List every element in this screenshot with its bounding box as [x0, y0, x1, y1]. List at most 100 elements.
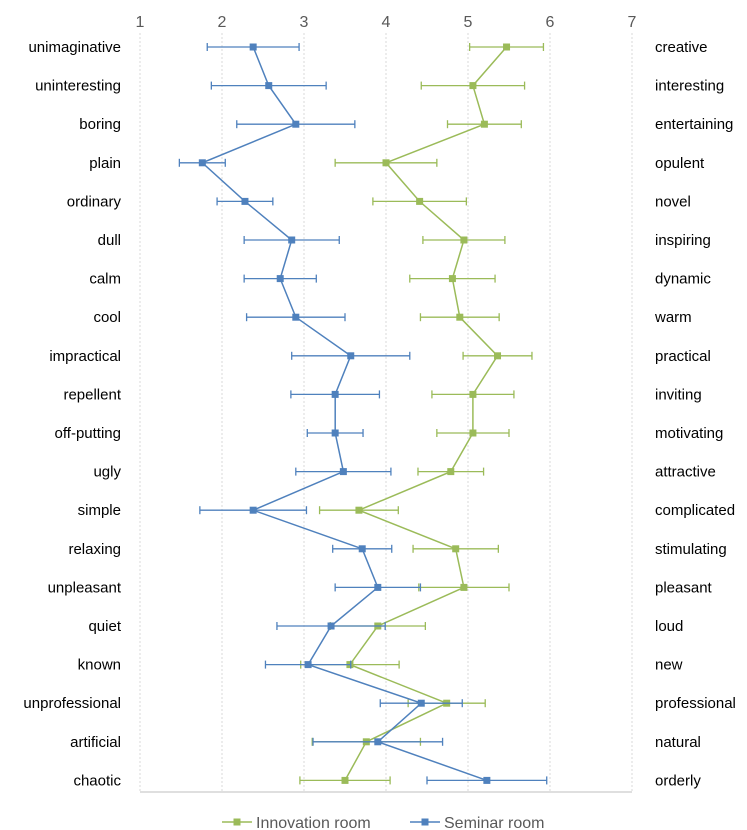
innovation-room-point	[355, 506, 363, 514]
right-label: attractive	[655, 464, 716, 481]
right-label: motivating	[655, 425, 723, 442]
seminar-room-point	[347, 352, 355, 360]
seminar-room-point	[374, 738, 382, 746]
left-label: calm	[89, 271, 121, 288]
x-tick-label: 2	[218, 14, 227, 31]
right-label: novel	[655, 193, 691, 210]
x-axis-ticks: 1 2 3 4 5 6 7	[136, 14, 637, 31]
innovation-room-point	[494, 352, 502, 360]
legend-marker	[233, 818, 241, 826]
innovation-room-point	[460, 583, 468, 591]
left-label: uninteresting	[35, 78, 121, 95]
innovation-room-point	[448, 275, 456, 283]
left-label: chaotic	[73, 772, 121, 789]
innovation-room-line	[344, 46, 508, 781]
right-label: orderly	[655, 772, 701, 789]
left-label: cool	[93, 309, 121, 326]
seminar-room-point	[276, 275, 284, 283]
left-label: artificial	[70, 734, 121, 751]
seminar-room-point	[331, 429, 339, 437]
left-label: known	[78, 657, 121, 674]
legend-label: Innovation room	[256, 815, 371, 830]
seminar-room-point	[249, 43, 257, 51]
legend-item-innovation-room: Innovation room	[222, 815, 371, 830]
innovation-room-point	[503, 43, 511, 51]
series-innovation-room	[299, 43, 545, 785]
seminar-room-point	[198, 159, 206, 167]
x-tick-label: 6	[546, 14, 555, 31]
seminar-room-point	[288, 236, 296, 244]
seminar-room-point	[331, 390, 339, 398]
right-label: opulent	[655, 155, 705, 172]
left-label: repellent	[63, 386, 121, 403]
innovation-room-point	[460, 236, 468, 244]
right-label: warm	[654, 309, 692, 326]
innovation-room-point	[382, 159, 390, 167]
right-label: natural	[655, 734, 701, 751]
left-adjective-labels: unimaginative uninteresting boring plain ord…	[23, 39, 121, 789]
left-label: quiet	[88, 618, 121, 635]
left-label: off-putting	[55, 425, 121, 442]
x-tick-label: 5	[464, 14, 473, 31]
left-label: relaxing	[68, 541, 121, 558]
innovation-room-point	[447, 468, 455, 476]
seminar-room-point	[304, 661, 312, 669]
seminar-room-point	[241, 197, 249, 205]
right-label: pleasant	[655, 579, 713, 596]
left-label: dull	[98, 232, 121, 249]
series-seminar-room	[178, 43, 548, 785]
right-label: practical	[655, 348, 711, 365]
innovation-room-point	[469, 390, 477, 398]
x-tick-label: 4	[382, 14, 391, 31]
right-adjective-labels: creative interesting entertaining opulent no…	[654, 39, 736, 789]
right-label: inviting	[655, 386, 702, 403]
right-label: creative	[655, 39, 708, 56]
innovation-room-point	[469, 82, 477, 90]
left-label: unprofessional	[23, 695, 121, 712]
innovation-room-point	[416, 197, 424, 205]
seminar-room-point	[292, 313, 300, 321]
right-label: professional	[655, 695, 736, 712]
seminar-room-line	[200, 46, 488, 782]
left-label: simple	[78, 502, 121, 519]
legend: Innovation room Seminar room	[222, 815, 544, 830]
seminar-room-point	[358, 545, 366, 553]
right-label: complicated	[655, 502, 735, 519]
seminar-room-point	[249, 506, 257, 514]
right-label: dynamic	[655, 271, 711, 288]
innovation-room-point	[452, 545, 460, 553]
innovation-room-point	[341, 776, 349, 784]
x-tick-label: 1	[136, 14, 145, 31]
innovation-room-point	[469, 429, 477, 437]
right-label: entertaining	[655, 116, 733, 133]
seminar-room-point	[327, 622, 335, 630]
left-label: unpleasant	[48, 579, 122, 596]
x-tick-label: 3	[300, 14, 309, 31]
left-label: unimaginative	[28, 39, 121, 56]
seminar-room-point	[292, 120, 300, 128]
seminar-room-point	[417, 699, 425, 707]
innovation-room-point	[480, 120, 488, 128]
left-label: boring	[79, 116, 121, 133]
legend-item-seminar-room: Seminar room	[410, 815, 544, 830]
gridlines	[139, 33, 633, 793]
left-label: ugly	[93, 464, 121, 481]
innovation-room-point	[456, 313, 464, 321]
left-label: plain	[89, 155, 121, 172]
left-label: ordinary	[67, 193, 122, 210]
series-layer	[178, 43, 548, 785]
legend-label: Seminar room	[444, 815, 544, 830]
right-label: new	[655, 657, 683, 674]
left-label: impractical	[49, 348, 121, 365]
seminar-room-point	[339, 468, 347, 476]
x-tick-label: 7	[628, 14, 637, 31]
seminar-room-point	[483, 776, 491, 784]
seminar-room-point	[265, 82, 273, 90]
right-label: interesting	[655, 78, 724, 95]
right-label: stimulating	[655, 541, 727, 558]
right-label: inspiring	[655, 232, 711, 249]
right-label: loud	[655, 618, 683, 635]
seminar-room-point	[374, 583, 382, 591]
legend-marker	[421, 818, 429, 826]
